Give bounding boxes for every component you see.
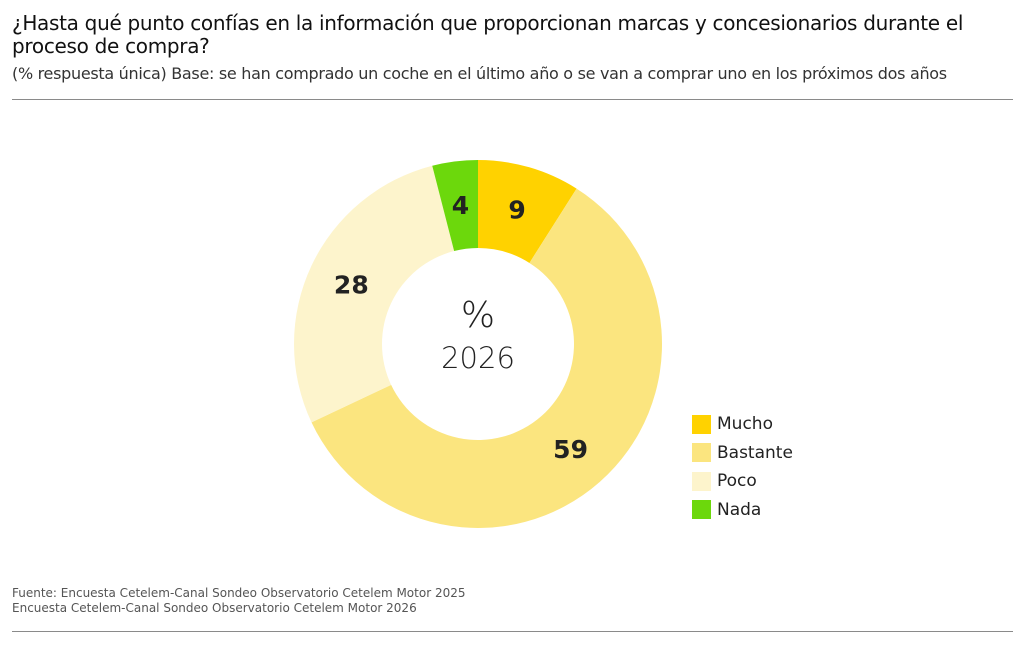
center-year-label: 2026 — [441, 341, 515, 375]
donut-slices — [293, 160, 662, 528]
slice-nada — [432, 160, 478, 252]
slice-labels: 9 59 28 4 — [334, 191, 588, 464]
legend-swatch — [692, 414, 711, 434]
top-divider — [12, 99, 1013, 100]
legend-swatch — [692, 471, 711, 491]
legend-swatch — [692, 443, 711, 463]
legend-swatch — [692, 500, 711, 520]
legend-label: Poco — [717, 471, 757, 492]
slice-value-label-nada: 4 — [452, 191, 469, 220]
legend-item-poco: Poco — [692, 467, 793, 496]
legend-label: Nada — [717, 499, 762, 520]
chart-subtitle: (% respuesta única) Base: se han comprad… — [12, 64, 947, 83]
source-note: Fuente: Encuesta Cetelem-Canal Sondeo Ob… — [12, 586, 466, 616]
slice-value-label-poco: 28 — [334, 270, 369, 299]
slice-value-label-mucho: 9 — [508, 196, 525, 225]
legend-item-nada: Nada — [692, 496, 793, 525]
slice-bastante — [311, 188, 662, 528]
bottom-divider — [12, 631, 1013, 632]
legend-item-mucho: Mucho — [692, 410, 793, 439]
slice-poco — [293, 165, 455, 423]
legend-label: Bastante — [717, 442, 793, 463]
source-line-1: Fuente: Encuesta Cetelem-Canal Sondeo Ob… — [12, 586, 466, 600]
slice-mucho — [478, 160, 577, 263]
source-line-2: Encuesta Cetelem-Canal Sondeo Observator… — [12, 601, 417, 615]
slice-value-label-bastante: 59 — [553, 435, 588, 464]
legend-item-bastante: Bastante — [692, 439, 793, 468]
chart-title: ¿Hasta qué punto confías en la informaci… — [12, 11, 964, 58]
center-percent-symbol: % — [461, 295, 495, 336]
legend: Mucho Bastante Poco Nada — [692, 410, 793, 524]
legend-label: Mucho — [717, 414, 773, 435]
